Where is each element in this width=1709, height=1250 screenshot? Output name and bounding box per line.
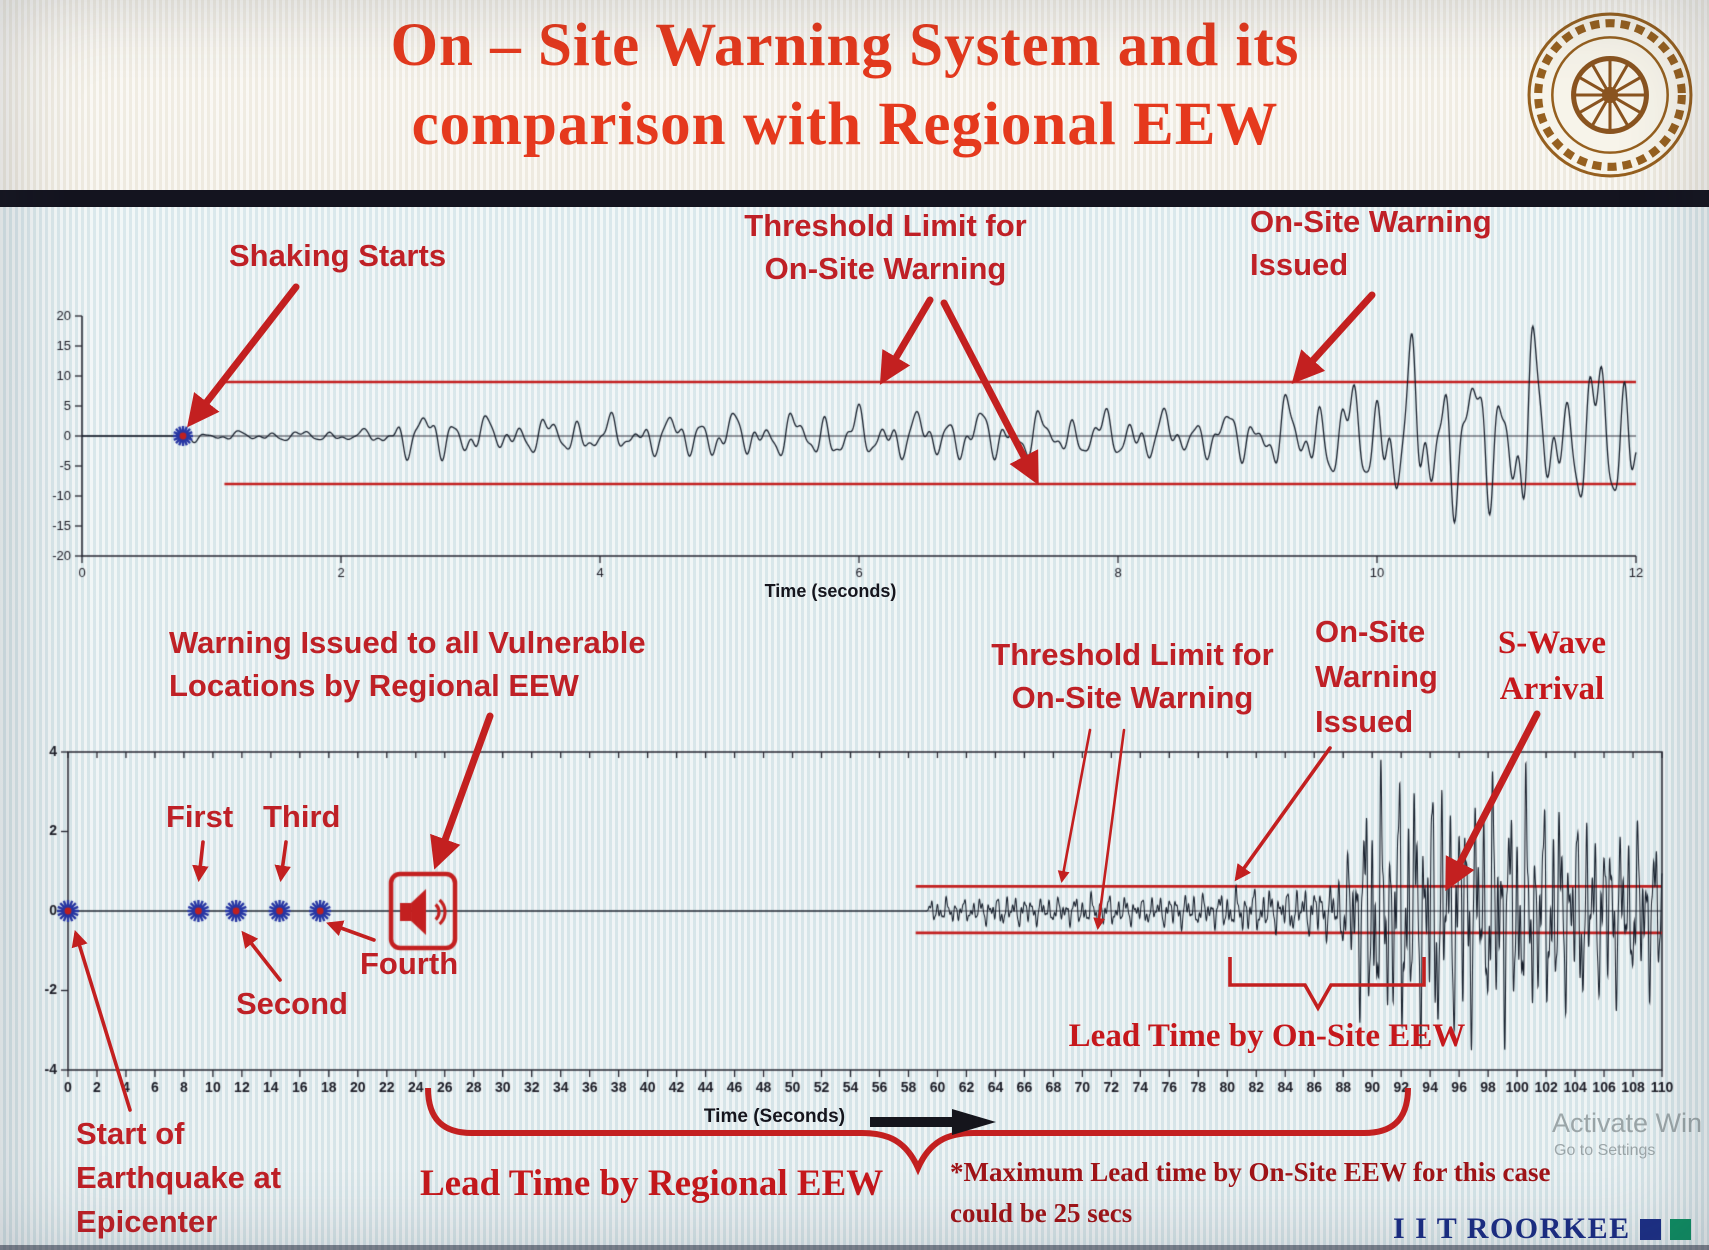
s-wave-line2: Arrival: [1499, 671, 1605, 708]
onsite-warning-issued-bottom-line1: On-Site: [1315, 614, 1426, 649]
onsite-warning-issued-bottom-line3: Issued: [1315, 703, 1414, 739]
onsite-warning-issued-top-line1: On-Site Warning: [1250, 204, 1492, 239]
iit-roorkee-logo: [1527, 12, 1693, 178]
threshold-limit-bottom-label: Threshold Limit for On-Site Warning: [980, 633, 1285, 720]
s-wave-arrival-label: S-Wave Arrival: [1472, 620, 1632, 712]
regional-warning-line1: Warning Issued to all Vulnerable: [169, 625, 646, 660]
slide-title-line1: On – Site Warning System and its: [390, 12, 1300, 79]
start-epicenter-line3: Epicenter: [76, 1204, 218, 1240]
start-epicenter-line1: Start of: [76, 1116, 185, 1151]
max-lead-time-note-line2: could be 25 secs: [950, 1197, 1133, 1228]
divider-bar: [0, 190, 1709, 207]
regional-warning-line2: Locations by Regional EEW: [169, 668, 579, 704]
threshold-limit-bottom-line1: Threshold Limit for: [991, 637, 1274, 672]
s-wave-line1: S-Wave: [1497, 625, 1607, 661]
threshold-limit-top-line1: Threshold Limit for: [744, 208, 1027, 243]
slide-header: On – Site Warning System and its compari…: [0, 0, 1709, 190]
slide-title: On – Site Warning System and its compari…: [0, 6, 1690, 165]
lead-time-regional-label: Lead Time by Regional EEW: [420, 1163, 884, 1204]
bottom-chart-xlabel: Time (Seconds): [703, 1106, 846, 1127]
top-chart-xlabel: Time (seconds): [764, 581, 897, 601]
photo-edge: [0, 1245, 1709, 1250]
second-trigger-label: Second: [236, 986, 348, 1021]
first-trigger-label: First: [166, 799, 234, 834]
onsite-warning-issued-top-line2: Issued: [1250, 247, 1349, 283]
shaking-starts-label: Shaking Starts: [229, 238, 447, 273]
fourth-trigger-label: Fourth: [360, 946, 459, 981]
start-epicenter-line2: Earthquake at: [76, 1160, 282, 1196]
regional-warning-label: Warning Issued to all Vulnerable Locatio…: [169, 621, 646, 708]
iit-roorkee-wordmark: I I T ROORKEE: [1393, 1212, 1691, 1246]
threshold-limit-bottom-line2: On-Site Warning: [1011, 680, 1254, 716]
activate-windows-watermark: Activate Win: [1552, 1108, 1703, 1138]
brand-text: I I T ROORKEE: [1393, 1212, 1631, 1245]
start-epicenter-label: Start of Earthquake at Epicenter: [76, 1112, 281, 1244]
onsite-warning-issued-top-label: On-Site Warning Issued: [1250, 200, 1492, 287]
third-trigger-label: Third: [263, 799, 341, 834]
brand-square-blue-icon: [1639, 1218, 1661, 1240]
onsite-warning-issued-bottom-line2: Warning: [1315, 658, 1438, 694]
threshold-limit-top-label: Threshold Limit for On-Site Warning: [733, 204, 1038, 291]
lead-time-onsite-label: Lead Time by On-Site EEW: [1068, 1018, 1466, 1054]
brand-square-teal-icon: [1669, 1218, 1691, 1240]
time-axis-arrow-icon: [870, 1109, 996, 1135]
onsite-warning-issued-bottom-label: On-Site Warning Issued: [1315, 610, 1438, 745]
max-lead-time-note-line1: *Maximum Lead time by On-Site EEW for th…: [950, 1157, 1551, 1187]
slide-title-line2: comparison with Regional EEW: [411, 91, 1279, 159]
go-to-settings-watermark: Go to Settings: [1554, 1142, 1656, 1159]
threshold-limit-top-line2: On-Site Warning: [764, 251, 1007, 287]
